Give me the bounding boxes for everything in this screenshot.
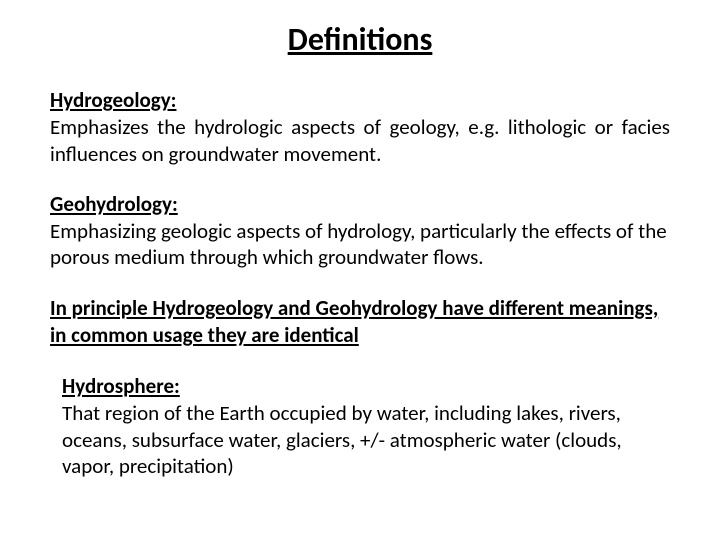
definition-hydrosphere: Hydrosphere: That region of the Earth oc… <box>0 373 720 479</box>
definition-hydrogeology: Hydrogeology: Emphasizes the hydrologic … <box>0 87 720 167</box>
term-label: Hydrogeology: <box>50 87 670 114</box>
term-label: Geohydrology: <box>50 191 670 218</box>
term-body: Emphasizes the hydrologic aspects of geo… <box>50 114 670 167</box>
term-label: Hydrosphere: <box>62 373 670 400</box>
term-body: That region of the Earth occupied by wat… <box>62 400 670 479</box>
term-body: Emphasizing geologic aspects of hydrolog… <box>50 218 670 271</box>
slide-title: Definitions <box>0 20 720 59</box>
definition-geohydrology: Geohydrology: Emphasizing geologic aspec… <box>0 191 720 271</box>
principle-note: In principle Hydrogeology and Geohydrolo… <box>0 295 720 350</box>
